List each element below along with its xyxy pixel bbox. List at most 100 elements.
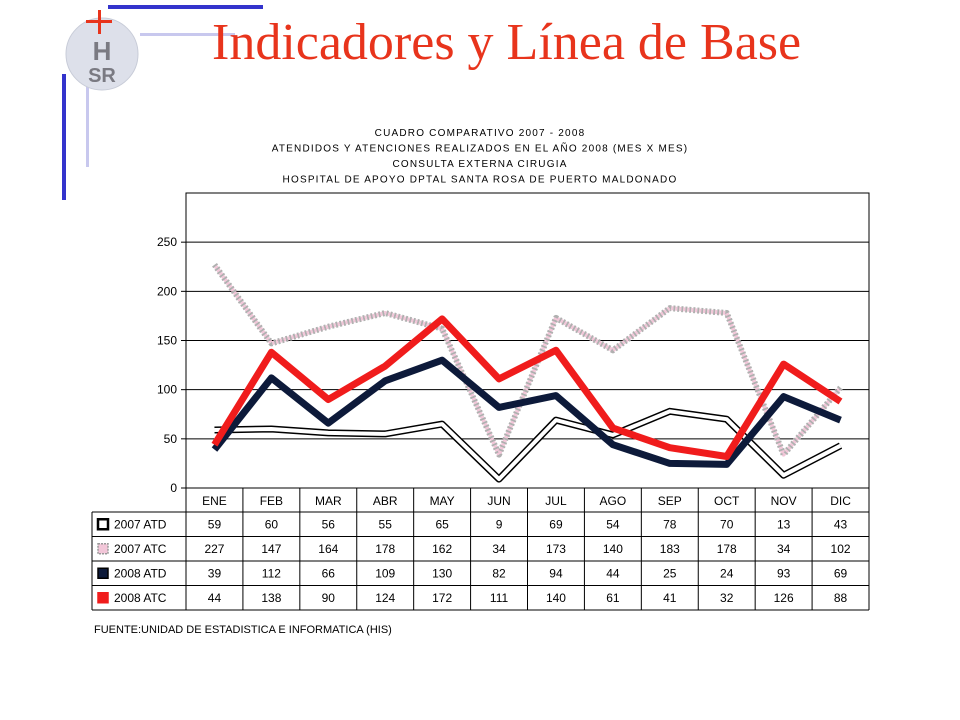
table-row: 2008 ATC 44 138 90 124 172 111 140 61 41 32 126 88: [97, 591, 848, 605]
legend-key: [97, 543, 109, 555]
table-cell: 9: [496, 517, 503, 531]
series-line-fill: [212, 263, 843, 457]
decor-line-left: [62, 74, 66, 200]
legend-key: [96, 518, 110, 531]
table-cell: 93: [777, 566, 791, 580]
table-cell: 61: [606, 591, 620, 605]
x-tick-label: FEB: [260, 494, 283, 508]
y-tick-label: 250: [157, 235, 177, 249]
series-line-2007-atc: [212, 263, 843, 458]
table-cell: 43: [834, 517, 848, 531]
grid-group: [186, 241, 869, 440]
table-cell: 111: [490, 591, 509, 605]
table-cell: 140: [546, 591, 566, 605]
table-cell: 178: [717, 542, 737, 556]
series-line-stroke: [211, 315, 843, 460]
table-cell: 172: [432, 591, 452, 605]
y-tick-label: 100: [157, 383, 177, 397]
legend-label: 2007 ATD: [114, 517, 167, 531]
table-cell: 78: [663, 517, 677, 531]
table-cell: 69: [834, 566, 848, 580]
slide-title: Indicadores y Línea de Base: [212, 14, 802, 71]
series-lines: [211, 263, 843, 483]
series-line-stroke: [211, 356, 842, 468]
decor-line-top: [108, 5, 263, 9]
table-cell: 32: [720, 591, 734, 605]
table-row: 2008 ATD 39 112 66 109 130 82 94 44 25 24 93 69: [97, 566, 848, 580]
y-tick-label: 150: [157, 334, 177, 348]
table-row: 2007 ATD 59 60 56 55 65 9 69 54 78 70 13 43: [96, 517, 848, 531]
x-tick-label: MAR: [315, 494, 342, 508]
legend-label: 2008 ATD: [114, 566, 167, 580]
legend-key: [97, 567, 109, 579]
chart-title-line: HOSPITAL DE APOYO DPTAL SANTA ROSA DE PU…: [283, 175, 678, 186]
x-tick-label: AGO: [600, 494, 627, 508]
x-tick-label: ABR: [373, 494, 398, 508]
x-tick-label: MAY: [430, 494, 455, 508]
table-cell: 56: [322, 517, 336, 531]
x-tick-label: JUL: [545, 494, 567, 508]
table-cell: 140: [603, 542, 623, 556]
chart-title-group: CUADRO COMPARATIVO 2007 - 2008 ATENDIDOS …: [272, 128, 689, 186]
table-cell: 44: [208, 591, 222, 605]
x-tick-label: ENE: [202, 494, 227, 508]
legend-label: 2007 ATC: [114, 542, 167, 556]
y-tick-label: 200: [157, 284, 177, 298]
data-table: ENE FEB MAR ABR MAY JUN JUL AGO SEP OCT NOV DIC 2007…: [91, 488, 870, 611]
table-cell: 82: [492, 566, 506, 580]
chart-title-line: CONSULTA EXTERNA CIRUGIA: [392, 159, 567, 170]
legend-key: [97, 592, 109, 604]
table-cell: 102: [831, 542, 851, 556]
table-cell: 54: [606, 517, 620, 531]
chart-title-line: CUADRO COMPARATIVO 2007 - 2008: [375, 128, 586, 139]
table-cell: 124: [375, 591, 395, 605]
series-line-2008-atc: [211, 315, 843, 460]
table-cell: 69: [549, 517, 563, 531]
x-tick-label: NOV: [771, 494, 797, 508]
legend-label: 2008 ATC: [114, 591, 167, 605]
decor-line-top-light: [140, 33, 235, 36]
table-cell: 60: [265, 517, 279, 531]
table-cell: 162: [432, 542, 452, 556]
table-cell: 90: [322, 591, 336, 605]
table-cell: 59: [208, 517, 222, 531]
x-tick-label: SEP: [658, 494, 682, 508]
x-tick-label: JUN: [487, 494, 510, 508]
table-cell: 147: [261, 542, 281, 556]
table-cell: 94: [549, 566, 563, 580]
table-cell: 112: [262, 566, 281, 580]
y-axis-ticks: 0 50 100 150 200 250: [157, 235, 186, 495]
table-cell: 173: [546, 542, 566, 556]
table-cell: 164: [318, 542, 338, 556]
table-cell: 13: [777, 517, 791, 531]
series-line-2007-atd: [214, 407, 843, 483]
table-cell: 109: [375, 566, 395, 580]
x-tick-label: DIC: [830, 494, 851, 508]
chart-title-line: ATENDIDOS Y ATENCIONES REALIZADOS EN EL …: [272, 142, 689, 155]
table-cell: 39: [208, 566, 222, 580]
table-cell: 227: [204, 542, 224, 556]
y-tick-label: 0: [170, 481, 177, 495]
table-row: 2007 ATC 227 147 164 178 162 34 173 140 183 178 34 1…: [97, 542, 851, 556]
table-cell: 25: [663, 566, 677, 580]
table-cell: 88: [834, 591, 848, 605]
series-line-fill: [214, 409, 842, 482]
table-cell: 24: [720, 566, 734, 580]
table-cell: 55: [379, 517, 393, 531]
svg-text:SR: SR: [88, 65, 116, 87]
table-cell: 65: [435, 517, 449, 531]
y-tick-label: 50: [164, 432, 178, 446]
table-cell: 138: [261, 591, 281, 605]
source-note: FUENTE:UNIDAD DE ESTADISTICA E INFORMATI…: [94, 624, 392, 636]
table-cell: 34: [777, 542, 791, 556]
table-cell: 126: [774, 591, 794, 605]
table-cell: 178: [375, 542, 395, 556]
table-cell: 183: [660, 542, 680, 556]
table-cell: 130: [432, 566, 452, 580]
table-cell: 41: [663, 591, 677, 605]
table-cell: 34: [492, 542, 506, 556]
hospital-logo: H SR: [62, 8, 142, 92]
series-line-2008-atd: [211, 356, 842, 468]
svg-text:H: H: [93, 36, 112, 66]
